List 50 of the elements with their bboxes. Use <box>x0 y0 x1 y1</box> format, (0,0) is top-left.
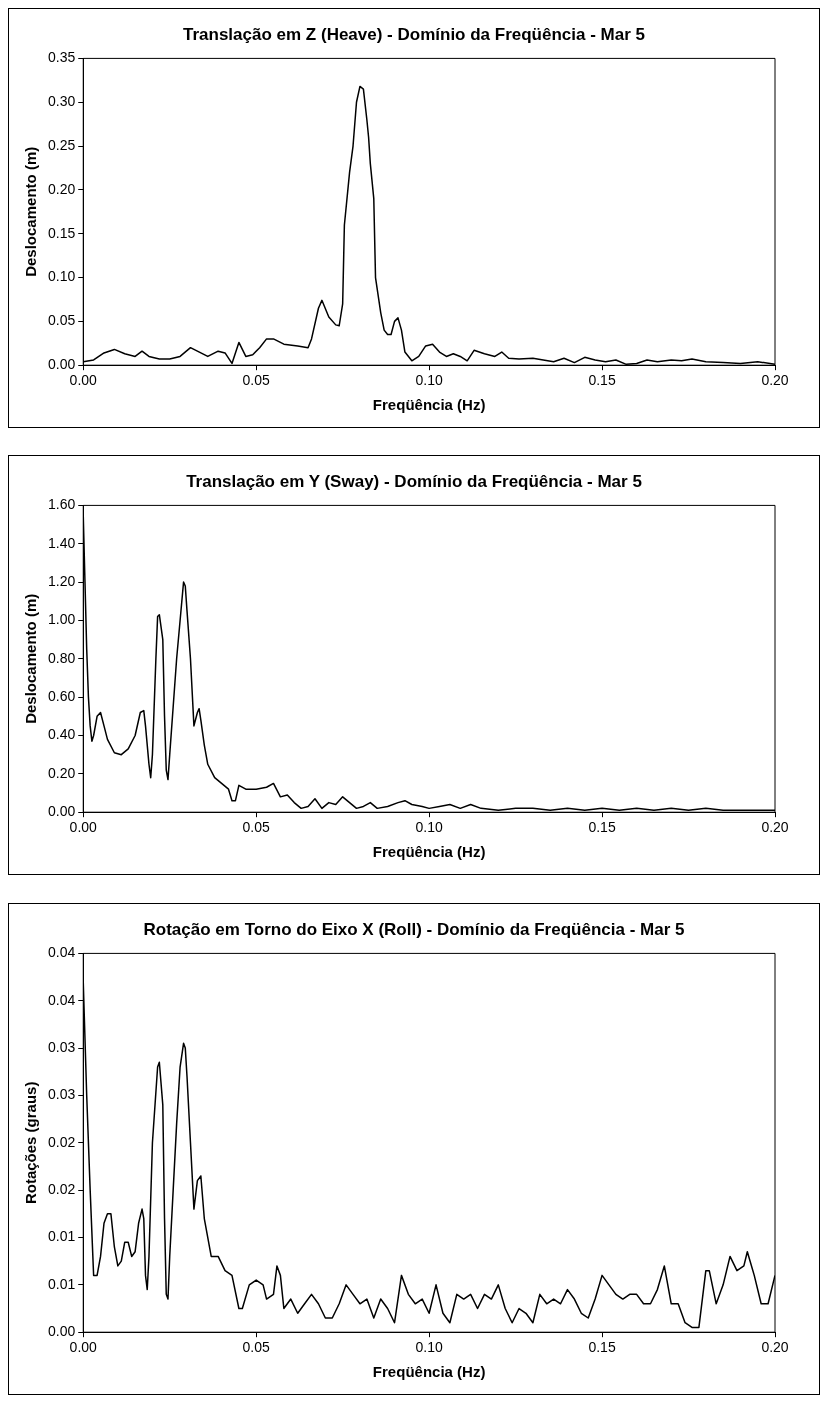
y-axis-title: Deslocamento (m) <box>22 593 40 724</box>
y-tick-label: 1.60 <box>48 496 76 513</box>
y-tick-label: 0.40 <box>48 726 76 743</box>
y-axis-title: Rotações (graus) <box>22 1081 40 1205</box>
x-tick-label: 0.20 <box>761 372 789 389</box>
y-tick-label: 0.25 <box>48 136 76 153</box>
y-tick-label: 0.05 <box>48 312 76 329</box>
x-tick-label: 0.20 <box>761 1339 789 1356</box>
x-axis-title: Freqüência (Hz) <box>372 396 486 414</box>
x-axis-title: Freqüência (Hz) <box>372 1363 486 1381</box>
y-tick-label: 0.04 <box>48 944 76 961</box>
x-tick-label: 0.10 <box>415 372 443 389</box>
y-tick-label: 0.00 <box>48 356 76 373</box>
x-tick-label: 0.15 <box>588 372 616 389</box>
y-tick-label: 0.01 <box>48 1228 76 1245</box>
y-tick-label: 0.01 <box>48 1275 76 1292</box>
chart-title: Translação em Y (Sway) - Domínio da Freqüência - Mar 5 <box>185 471 643 493</box>
chart-title: Rotação em Torno do Eixo X (Roll) - Domínio da Freqüência - Mar 5 <box>142 919 686 941</box>
x-tick-label: 0.05 <box>242 819 271 836</box>
y-tick-label: 0.20 <box>48 180 76 197</box>
y-tick-label: 0.03 <box>48 1086 76 1103</box>
x-axis-title: Freqüência (Hz) <box>372 843 486 861</box>
y-tick-label: 1.00 <box>48 611 76 628</box>
y-tick-label: 0.60 <box>48 688 76 705</box>
x-tick-label: 0.10 <box>415 819 443 836</box>
x-tick-label: 0.15 <box>588 1339 616 1356</box>
x-tick-label: 0.20 <box>761 819 789 836</box>
y-tick-label: 0.15 <box>48 224 76 241</box>
y-tick-label: 0.00 <box>48 1323 76 1340</box>
x-tick-label: 0.00 <box>69 1339 98 1356</box>
y-tick-label: 1.20 <box>48 572 76 589</box>
y-axis-title: Deslocamento (m) <box>22 146 40 277</box>
y-tick-label: 0.10 <box>48 268 76 285</box>
y-tick-label: 0.02 <box>48 1181 76 1198</box>
x-tick-label: 0.15 <box>588 819 616 836</box>
chart-title: Translação em Z (Heave) - Domínio da Freqüência - Mar 5 <box>182 24 646 46</box>
y-tick-label: 0.04 <box>48 991 76 1008</box>
x-tick-label: 0.05 <box>242 372 271 389</box>
y-tick-label: 0.80 <box>48 649 76 666</box>
x-tick-label: 0.00 <box>69 819 98 836</box>
y-tick-label: 0.20 <box>48 764 76 781</box>
y-tick-label: 0.03 <box>48 1038 76 1055</box>
y-tick-label: 0.02 <box>48 1133 76 1150</box>
y-tick-label: 0.35 <box>48 49 76 66</box>
x-tick-label: 0.10 <box>415 1339 443 1356</box>
y-tick-label: 0.30 <box>48 93 76 110</box>
y-tick-label: 0.00 <box>48 803 76 820</box>
x-tick-label: 0.05 <box>242 1339 271 1356</box>
x-tick-label: 0.00 <box>69 372 98 389</box>
y-tick-label: 1.40 <box>48 534 76 551</box>
